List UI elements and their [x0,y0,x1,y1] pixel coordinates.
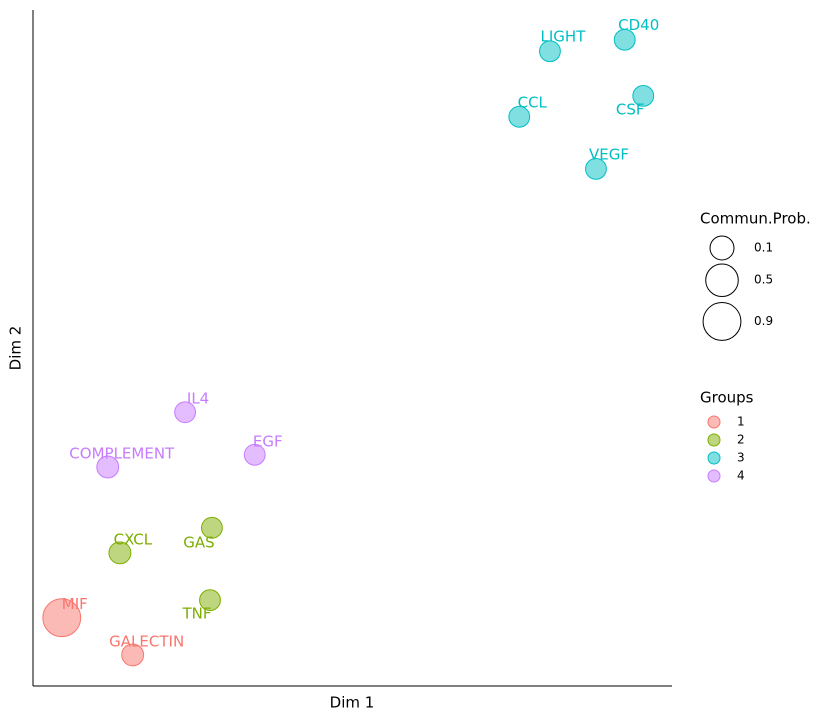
point [632,84,655,107]
point-label: COMPLEMENT [69,444,175,462]
point-label: CSF [616,100,645,118]
point-label: GAS [183,533,214,551]
point [174,401,196,424]
point [243,443,266,466]
point [585,157,607,180]
point-label: VEGF [589,145,629,163]
point [201,516,223,539]
legend-label: 1 [737,415,745,429]
legend-key [707,451,721,465]
y-axis-title: Dim 2 [7,326,25,371]
legend-key [707,433,721,447]
legend-label: 4 [737,469,745,483]
point [42,598,82,638]
point-label: TNF [181,605,211,623]
size-legend-label: 0.5 [754,273,773,287]
size-legend-label: 0.1 [754,240,773,254]
point [199,589,221,612]
point-label: MIF [62,595,88,613]
group-legend-title: Groups [700,389,754,407]
point [613,28,636,51]
size-legend-key [709,235,735,261]
legend-label: 3 [737,451,745,465]
legend-key [707,415,721,429]
size-legend-label: 0.9 [754,314,773,328]
x-axis-title: Dim 1 [330,694,375,712]
point-label: CD40 [618,16,659,34]
point [96,455,120,479]
size-legend-key [702,302,742,341]
point-label: CXCL [114,530,153,548]
point-label: CCL [518,93,548,111]
point-label: EGF [253,432,283,450]
size-legend-title: Commun.Prob. [700,210,811,228]
legend-label: 2 [737,433,745,447]
point [121,643,145,667]
point [108,541,132,565]
point-label: GALECTIN [109,632,184,650]
point-label: IL4 [187,390,209,408]
point [508,105,531,128]
point-label: LIGHT [541,28,587,46]
legend-key [707,469,721,483]
point [539,40,561,63]
size-legend-key [705,263,739,298]
